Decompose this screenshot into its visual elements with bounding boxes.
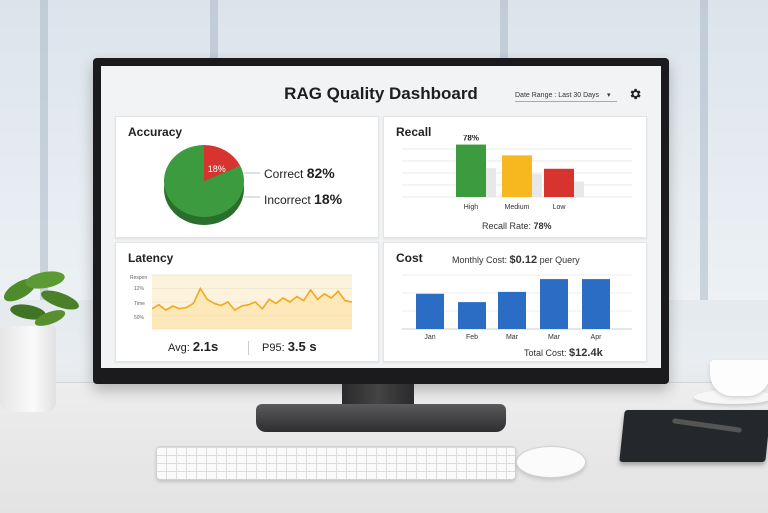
incorrect-value: 18% <box>314 191 343 207</box>
pie-slice-label: 18% <box>208 164 226 174</box>
latency-avg: Avg: 2.1s <box>168 339 218 354</box>
card-title: Recall <box>396 125 432 139</box>
window-frame <box>40 0 48 300</box>
card-title: Latency <box>128 251 174 265</box>
latency-area <box>152 288 352 329</box>
cost-bar <box>416 293 444 329</box>
bar-medium <box>502 155 532 197</box>
page-title: RAG Quality Dashboard <box>284 84 478 103</box>
total-cost-label: Total Cost: <box>524 348 567 358</box>
total-cost: Total Cost: $12.4k <box>524 347 603 359</box>
window-frame <box>700 0 708 300</box>
x-tick-label: Low <box>553 204 567 211</box>
cost-card: Cost Monthly Cost: $0.12 per Query Jan Fe… <box>383 242 647 362</box>
x-tick-label: High <box>464 204 479 211</box>
date-range-label: Date Range : Last 30 Days <box>515 92 600 99</box>
recall-card: Recall High Medium Low 78% Recall Rate: 78% <box>383 116 647 238</box>
mouse <box>516 446 586 478</box>
latency-card: Latency Respon 12% Time 50% Avg: 2.1s P9… <box>115 242 379 362</box>
card-title: Accuracy <box>128 125 183 139</box>
monthly-cost-value: $0.12 <box>509 254 538 266</box>
incorrect-label: Incorrect <box>264 193 311 207</box>
avg-label: Avg: <box>168 342 190 354</box>
pie-slice-incorrect <box>204 145 241 181</box>
gear-icon[interactable] <box>628 87 642 101</box>
latency-axis-label: Respon <box>130 275 148 281</box>
correct-value: 82% <box>306 165 335 181</box>
recall-rate: Recall Rate: 78% <box>482 221 552 231</box>
chevron-down-icon: ▾ <box>607 92 611 99</box>
x-tick-label: Apr <box>591 334 603 341</box>
cost-bar <box>498 291 526 329</box>
monitor-base <box>256 404 506 432</box>
bar-value-label: 78% <box>463 135 479 143</box>
recall-bar-chart: High Medium Low 78% <box>402 135 632 211</box>
x-tick-label: Mar <box>548 334 561 341</box>
divider <box>248 341 249 355</box>
cost-bar <box>458 302 486 329</box>
correct-label: Correct <box>264 167 304 181</box>
plant-pot <box>0 326 56 412</box>
p95-label: P95: <box>262 342 285 354</box>
notebook <box>619 410 768 462</box>
x-tick-label: Jan <box>424 334 435 341</box>
correct-legend: Correct 82% <box>264 165 335 181</box>
latency-line <box>152 286 353 312</box>
pie-slice-correct <box>164 145 245 217</box>
monthly-cost-unit: per Query <box>539 255 580 265</box>
x-tick-label: Mar <box>506 334 519 341</box>
monthly-cost-label: Monthly Cost: <box>452 255 508 265</box>
date-range-select[interactable]: Date Range : Last 30 Days ▾ <box>515 90 617 102</box>
dashboard-screen: RAG Quality Dashboard Date Range : Last … <box>101 66 661 368</box>
cost-bar <box>540 279 568 329</box>
cost-bar-chart: Jan Feb Mar Mar Apr <box>402 274 632 341</box>
plant-leaves <box>3 271 79 326</box>
coffee-cup <box>710 360 768 396</box>
cost-bar <box>582 279 610 329</box>
x-tick-label: Feb <box>466 334 478 341</box>
card-title: Cost <box>396 251 423 265</box>
latency-p95: P95: 3.5 s <box>262 339 317 354</box>
accuracy-card: Accuracy 18% Correct 82% Incorrect 18% <box>115 116 379 238</box>
latency-line-chart <box>152 274 353 330</box>
latency-axis-label: Time <box>134 301 145 307</box>
latency-tick: 50% <box>134 315 145 321</box>
avg-value: 2.1s <box>192 339 219 354</box>
bar-high <box>456 144 486 197</box>
keyboard <box>156 446 516 480</box>
p95-value: 3.5 s <box>287 339 317 354</box>
monitor: RAG Quality Dashboard Date Range : Last … <box>93 58 669 384</box>
latency-tick: 12% <box>134 286 145 292</box>
recall-rate-label: Recall Rate: <box>482 221 532 231</box>
accuracy-pie-chart: 18% <box>164 145 260 225</box>
monthly-cost: Monthly Cost: $0.12 per Query <box>452 254 580 266</box>
recall-rate-value: 78% <box>533 221 552 231</box>
incorrect-legend: Incorrect 18% <box>264 191 342 207</box>
x-tick-label: Medium <box>505 204 530 211</box>
bar-low <box>544 168 574 197</box>
total-cost-value: $12.4k <box>569 347 603 359</box>
